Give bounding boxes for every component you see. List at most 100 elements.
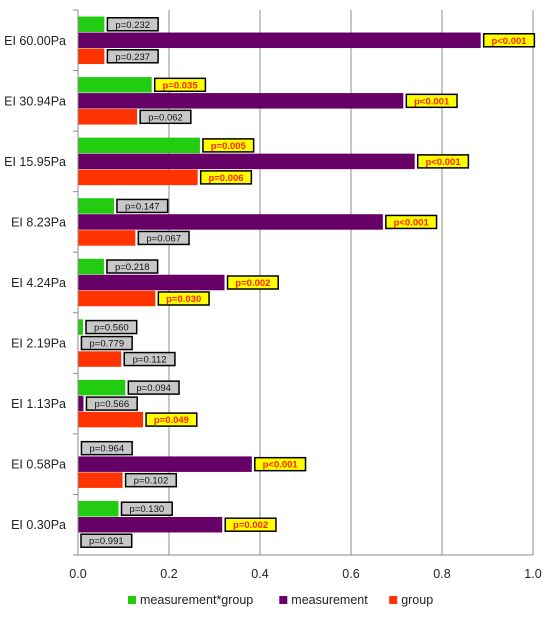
- p-value-box: [153, 77, 207, 93]
- p-value-box: [405, 93, 458, 109]
- p-value-label: p=0.094: [136, 383, 171, 394]
- bar: [78, 32, 481, 49]
- p-value-label: p=0.218: [115, 262, 150, 273]
- category-label: EI 30.94Pa: [4, 94, 66, 108]
- p-value-label: p=0.130: [130, 504, 165, 515]
- legend-label: measurement: [291, 593, 368, 607]
- bar: [78, 16, 105, 33]
- p-value-box: [157, 291, 210, 306]
- p-value-box: [127, 380, 180, 395]
- p-value-box: [139, 109, 192, 125]
- p-value-label: p=0.964: [90, 444, 125, 455]
- p-value-box: [254, 456, 307, 472]
- bar: [78, 274, 225, 291]
- legend: measurement*group measurement group: [128, 593, 433, 607]
- p-value-box: [385, 214, 438, 230]
- axes: 0.0 0.2 0.4 0.6 0.8 1.0 EI 60.00Pa EI 30.94Pa EI…: [4, 9, 542, 581]
- bar: [78, 500, 119, 517]
- p-value-label: p=0.005: [211, 141, 247, 152]
- p-value-box: [106, 259, 159, 274]
- bar: [78, 411, 144, 428]
- bar: [78, 258, 104, 275]
- p-value-box: [123, 351, 176, 367]
- p-value-label: p=0.560: [94, 323, 129, 334]
- p-value-label: p<0.001: [394, 217, 430, 228]
- p-value-box: [80, 533, 133, 548]
- bars: [78, 16, 481, 533]
- legend-swatch: [389, 596, 398, 604]
- category-label: EI 0.30Pa: [11, 518, 66, 532]
- bar: [78, 169, 198, 186]
- bar: [78, 395, 84, 412]
- category-label: EI 60.00Pa: [4, 34, 66, 48]
- bar: [78, 137, 200, 154]
- bar: [78, 153, 415, 170]
- p-value-label: p<0.001: [491, 36, 527, 47]
- p-value-label: p=0.049: [154, 415, 189, 426]
- p-value-box: [124, 472, 178, 488]
- legend-swatch: [279, 596, 288, 604]
- x-tick-label: 0.4: [251, 567, 268, 581]
- p-value-label: p=0.002: [235, 278, 270, 289]
- category-label: EI 2.19Pa: [11, 337, 66, 351]
- p-value-box: [224, 517, 277, 532]
- p-value-box: [145, 412, 198, 427]
- bar: [78, 77, 152, 93]
- p-value-label: p=0.566: [95, 399, 130, 410]
- p-value-label: p=0.779: [90, 339, 125, 350]
- p-value-label: p=0.991: [89, 536, 124, 547]
- bar: [78, 290, 156, 307]
- p-value-label: p<0.001: [414, 96, 450, 107]
- bar: [78, 230, 136, 246]
- bar: [78, 48, 105, 65]
- p-value-box: [137, 230, 190, 246]
- p-value-box: [120, 501, 173, 516]
- bar: [78, 351, 122, 367]
- legend-label: measurement*group: [140, 593, 253, 607]
- p-value-box: [202, 138, 255, 153]
- bar: [78, 109, 138, 125]
- bar: [78, 93, 404, 109]
- x-tick-label: 1.0: [524, 567, 541, 581]
- p-value-label: p=0.147: [125, 201, 160, 212]
- p-value-label: p=0.232: [115, 20, 150, 31]
- legend-swatch: [128, 596, 136, 604]
- bar: [78, 516, 223, 533]
- bar: [78, 319, 84, 335]
- bar: [78, 214, 383, 230]
- p-value-box: [106, 17, 159, 32]
- bar: [78, 472, 123, 488]
- bar: [78, 198, 114, 214]
- legend-label: group: [401, 593, 433, 607]
- p-value-label: p=0.035: [162, 80, 198, 91]
- p-value-label: p=0.112: [133, 355, 167, 366]
- p-value-label: p=0.067: [146, 233, 181, 244]
- data-labels: p=0.232 p<0.001 p=0.237 p=0.035 p<0.001 p=0.0…: [80, 17, 536, 548]
- x-tick-label: 0.2: [160, 567, 177, 581]
- x-tick-label: 0.6: [342, 567, 359, 581]
- p-value-box: [199, 170, 253, 185]
- p-value-box: [80, 335, 133, 351]
- p-value-box: [85, 319, 138, 335]
- p-value-label: p=0.030: [166, 294, 201, 305]
- x-tick-label: 0.8: [433, 567, 450, 581]
- p-value-box: [226, 275, 279, 290]
- p-value-label: p=0.002: [233, 520, 268, 531]
- category-label: EI 8.23Pa: [11, 215, 66, 229]
- p-value-box: [116, 198, 169, 214]
- p-value-label: p<0.001: [425, 157, 461, 168]
- x-tick-label: 0.0: [69, 567, 86, 581]
- category-label: EI 15.95Pa: [4, 155, 66, 169]
- bar: [78, 379, 126, 396]
- p-value-label: p=0.062: [148, 112, 183, 123]
- category-label: EI 4.24Pa: [11, 276, 66, 290]
- p-value-label: p=0.006: [208, 173, 243, 184]
- category-label: EI 1.13Pa: [11, 397, 66, 411]
- category-label: EI 0.58Pa: [11, 458, 66, 472]
- bar: [78, 456, 252, 472]
- p-value-label: p<0.001: [263, 460, 299, 471]
- p-value-box: [416, 154, 470, 169]
- p-value-box: [106, 49, 159, 64]
- p-value-label: p=0.237: [115, 52, 150, 63]
